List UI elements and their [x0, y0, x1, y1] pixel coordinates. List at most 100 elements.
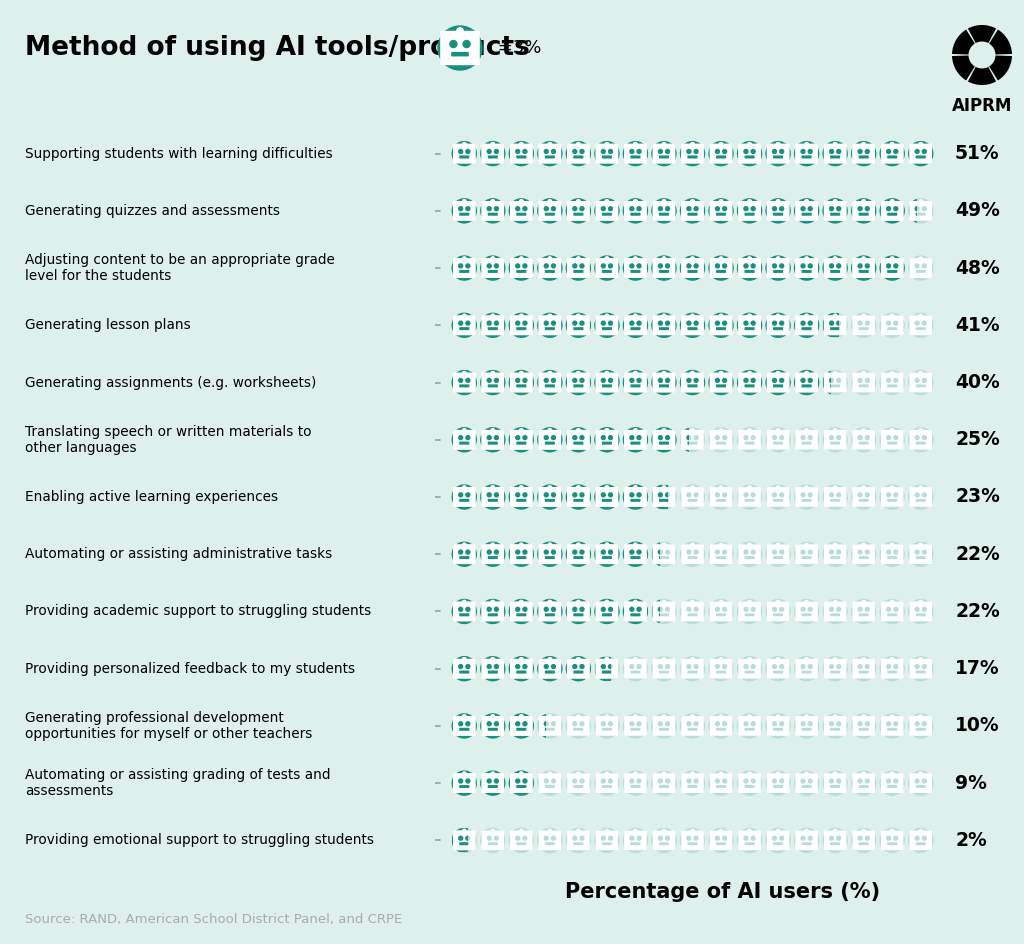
Circle shape — [772, 149, 776, 153]
FancyBboxPatch shape — [863, 602, 864, 606]
FancyBboxPatch shape — [681, 659, 703, 679]
FancyBboxPatch shape — [881, 601, 903, 621]
FancyBboxPatch shape — [802, 212, 812, 215]
FancyBboxPatch shape — [863, 259, 864, 262]
Circle shape — [823, 371, 847, 395]
FancyBboxPatch shape — [835, 660, 836, 663]
FancyBboxPatch shape — [481, 601, 504, 621]
Circle shape — [687, 379, 691, 382]
Circle shape — [716, 493, 719, 497]
Circle shape — [519, 772, 523, 775]
Circle shape — [748, 200, 752, 203]
Circle shape — [865, 149, 869, 153]
Circle shape — [519, 543, 523, 547]
FancyBboxPatch shape — [692, 430, 693, 434]
FancyBboxPatch shape — [545, 670, 555, 673]
Circle shape — [595, 599, 618, 623]
FancyBboxPatch shape — [487, 498, 498, 502]
FancyBboxPatch shape — [652, 373, 675, 393]
Circle shape — [766, 485, 791, 509]
Circle shape — [453, 199, 476, 223]
Circle shape — [748, 600, 752, 604]
Circle shape — [466, 321, 470, 325]
Circle shape — [608, 722, 612, 726]
Circle shape — [801, 321, 805, 325]
Circle shape — [552, 607, 555, 611]
Circle shape — [538, 199, 562, 223]
Circle shape — [601, 379, 605, 382]
Circle shape — [572, 379, 577, 382]
FancyBboxPatch shape — [773, 156, 783, 159]
Circle shape — [723, 436, 727, 440]
FancyBboxPatch shape — [692, 202, 693, 205]
Circle shape — [737, 313, 762, 337]
Circle shape — [795, 714, 818, 738]
Circle shape — [548, 715, 552, 718]
Circle shape — [808, 836, 812, 840]
FancyBboxPatch shape — [464, 602, 465, 606]
Circle shape — [545, 436, 548, 440]
FancyBboxPatch shape — [453, 143, 475, 163]
Circle shape — [481, 256, 505, 280]
FancyBboxPatch shape — [796, 143, 818, 163]
Circle shape — [595, 542, 618, 566]
Circle shape — [545, 493, 548, 497]
FancyBboxPatch shape — [887, 212, 897, 215]
Circle shape — [829, 550, 834, 554]
Circle shape — [748, 257, 752, 261]
Circle shape — [716, 722, 719, 726]
Circle shape — [834, 543, 837, 547]
Circle shape — [487, 493, 492, 497]
Circle shape — [595, 485, 618, 509]
Circle shape — [691, 772, 694, 775]
FancyBboxPatch shape — [716, 670, 726, 673]
Circle shape — [752, 493, 755, 497]
FancyBboxPatch shape — [687, 785, 697, 788]
FancyBboxPatch shape — [635, 316, 636, 320]
Circle shape — [634, 143, 637, 146]
Circle shape — [719, 600, 723, 604]
Circle shape — [779, 321, 783, 325]
Circle shape — [658, 436, 663, 440]
FancyBboxPatch shape — [716, 270, 726, 273]
Circle shape — [719, 257, 723, 261]
Circle shape — [453, 313, 476, 337]
FancyBboxPatch shape — [625, 545, 647, 565]
Circle shape — [487, 779, 492, 783]
FancyBboxPatch shape — [824, 259, 847, 278]
FancyBboxPatch shape — [453, 259, 475, 278]
FancyBboxPatch shape — [464, 832, 465, 834]
Circle shape — [829, 321, 834, 325]
Circle shape — [466, 722, 470, 726]
FancyBboxPatch shape — [777, 259, 778, 262]
FancyBboxPatch shape — [516, 270, 526, 273]
Circle shape — [887, 665, 891, 668]
Circle shape — [495, 607, 499, 611]
Circle shape — [509, 199, 534, 223]
FancyBboxPatch shape — [721, 202, 722, 205]
FancyBboxPatch shape — [460, 270, 469, 273]
Circle shape — [580, 379, 584, 382]
Circle shape — [548, 314, 552, 317]
Circle shape — [577, 543, 580, 547]
Circle shape — [666, 493, 670, 497]
FancyBboxPatch shape — [881, 315, 903, 335]
Circle shape — [605, 658, 608, 661]
Circle shape — [881, 256, 904, 280]
FancyBboxPatch shape — [806, 202, 807, 205]
Circle shape — [634, 772, 637, 775]
Circle shape — [723, 207, 727, 211]
Circle shape — [601, 379, 605, 382]
FancyBboxPatch shape — [567, 831, 590, 851]
FancyBboxPatch shape — [664, 144, 665, 148]
FancyBboxPatch shape — [539, 315, 561, 335]
Circle shape — [516, 207, 519, 211]
Circle shape — [652, 313, 676, 337]
FancyBboxPatch shape — [578, 374, 579, 377]
Circle shape — [463, 429, 466, 432]
Circle shape — [481, 542, 505, 566]
FancyBboxPatch shape — [892, 259, 893, 262]
FancyBboxPatch shape — [596, 315, 618, 335]
Circle shape — [523, 207, 526, 211]
Circle shape — [566, 542, 591, 566]
